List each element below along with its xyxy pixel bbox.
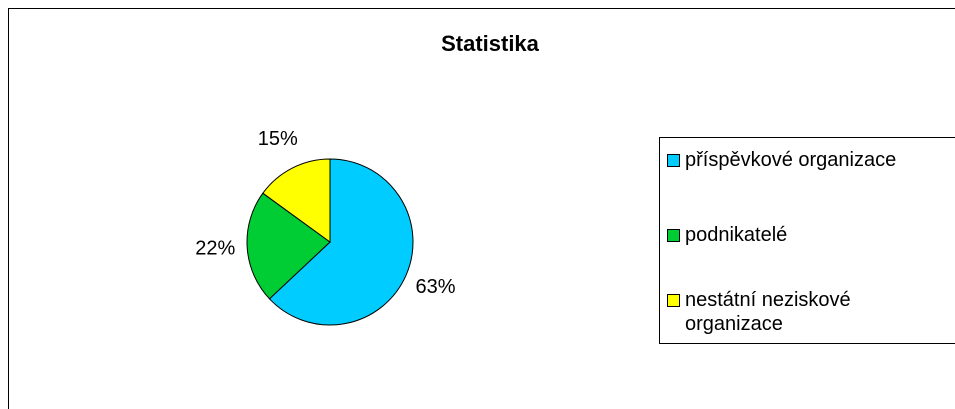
legend-item: příspěvkové organizace [667,148,935,172]
legend-label: podnikatelé [685,224,788,246]
pie-slice [246,192,331,300]
legend-item: nestátní neziskové organizace [667,288,935,336]
data-label: 22% [195,238,235,260]
legend-label: příspěvkové organizace [685,149,897,171]
pie-slice [262,158,331,243]
data-label: 15% [258,128,298,150]
legend-item: podnikatelé [667,223,935,247]
legend: příspěvkové organizace podnikatelé nestátn… [659,137,955,344]
legend-swatch [667,154,680,167]
chart-frame [8,8,955,409]
legend-swatch [667,229,680,242]
data-label: 63% [416,276,456,298]
legend-swatch [667,294,680,307]
pie-slice [268,158,414,326]
chart-title: Statistika [441,31,540,56]
legend-label: nestátní neziskové organizace [685,289,851,335]
